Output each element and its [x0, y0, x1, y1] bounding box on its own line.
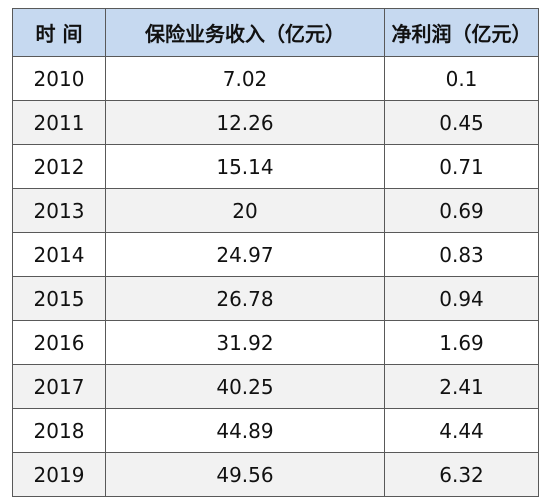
table-cell: 20 — [105, 188, 385, 233]
table-cell: 2016 — [12, 320, 106, 365]
table-cell: 2011 — [12, 100, 106, 145]
table-cell: 4.44 — [384, 408, 539, 453]
table-cell: 12.26 — [105, 100, 385, 145]
table-row: 2019 49.56 6.32 — [12, 452, 539, 497]
table-cell: 40.25 — [105, 364, 385, 409]
table-cell: 49.56 — [105, 452, 385, 497]
table-row: 2014 24.97 0.83 — [12, 232, 539, 277]
column-header: 保险业务收入（亿元） — [105, 8, 385, 57]
table-cell: 0.94 — [384, 276, 539, 321]
table-cell: 2010 — [12, 56, 106, 101]
table-cell: 0.71 — [384, 144, 539, 189]
table-cell: 2015 — [12, 276, 106, 321]
table-row: 2012 15.14 0.71 — [12, 144, 539, 189]
table-cell: 0.1 — [384, 56, 539, 101]
table-row: 2017 40.25 2.41 — [12, 364, 539, 409]
column-header: 净利润（亿元） — [384, 8, 539, 57]
table-cell: 0.45 — [384, 100, 539, 145]
table-cell: 31.92 — [105, 320, 385, 365]
table-cell: 26.78 — [105, 276, 385, 321]
table-cell: 24.97 — [105, 232, 385, 277]
table-cell: 2014 — [12, 232, 106, 277]
table-row: 2015 26.78 0.94 — [12, 276, 539, 321]
table-row: 2010 7.02 0.1 — [12, 56, 539, 101]
table-cell: 2019 — [12, 452, 106, 497]
table-cell: 2017 — [12, 364, 106, 409]
table-cell: 7.02 — [105, 56, 385, 101]
table-cell: 2018 — [12, 408, 106, 453]
header-row: 时 间保险业务收入（亿元） 净利润（亿元） — [12, 8, 539, 57]
table-row: 2016 31.92 1.69 — [12, 320, 539, 365]
table-cell: 15.14 — [105, 144, 385, 189]
table-cell: 1.69 — [384, 320, 539, 365]
column-header: 时 间 — [12, 8, 106, 57]
table-cell: 2.41 — [384, 364, 539, 409]
table-cell: 2013 — [12, 188, 106, 233]
table-row: 2011 12.26 0.45 — [12, 100, 539, 145]
table-row: 2018 44.89 4.44 — [12, 408, 539, 453]
table-row: 2013 20 0.69 — [12, 188, 539, 233]
table-cell: 0.69 — [384, 188, 539, 233]
data-table: 时 间保险业务收入（亿元） 净利润（亿元） 2010 7.02 0.1 2011 12.2… — [12, 8, 539, 497]
table-cell: 2012 — [12, 144, 106, 189]
table-cell: 6.32 — [384, 452, 539, 497]
table-cell: 44.89 — [105, 408, 385, 453]
table-cell: 0.83 — [384, 232, 539, 277]
